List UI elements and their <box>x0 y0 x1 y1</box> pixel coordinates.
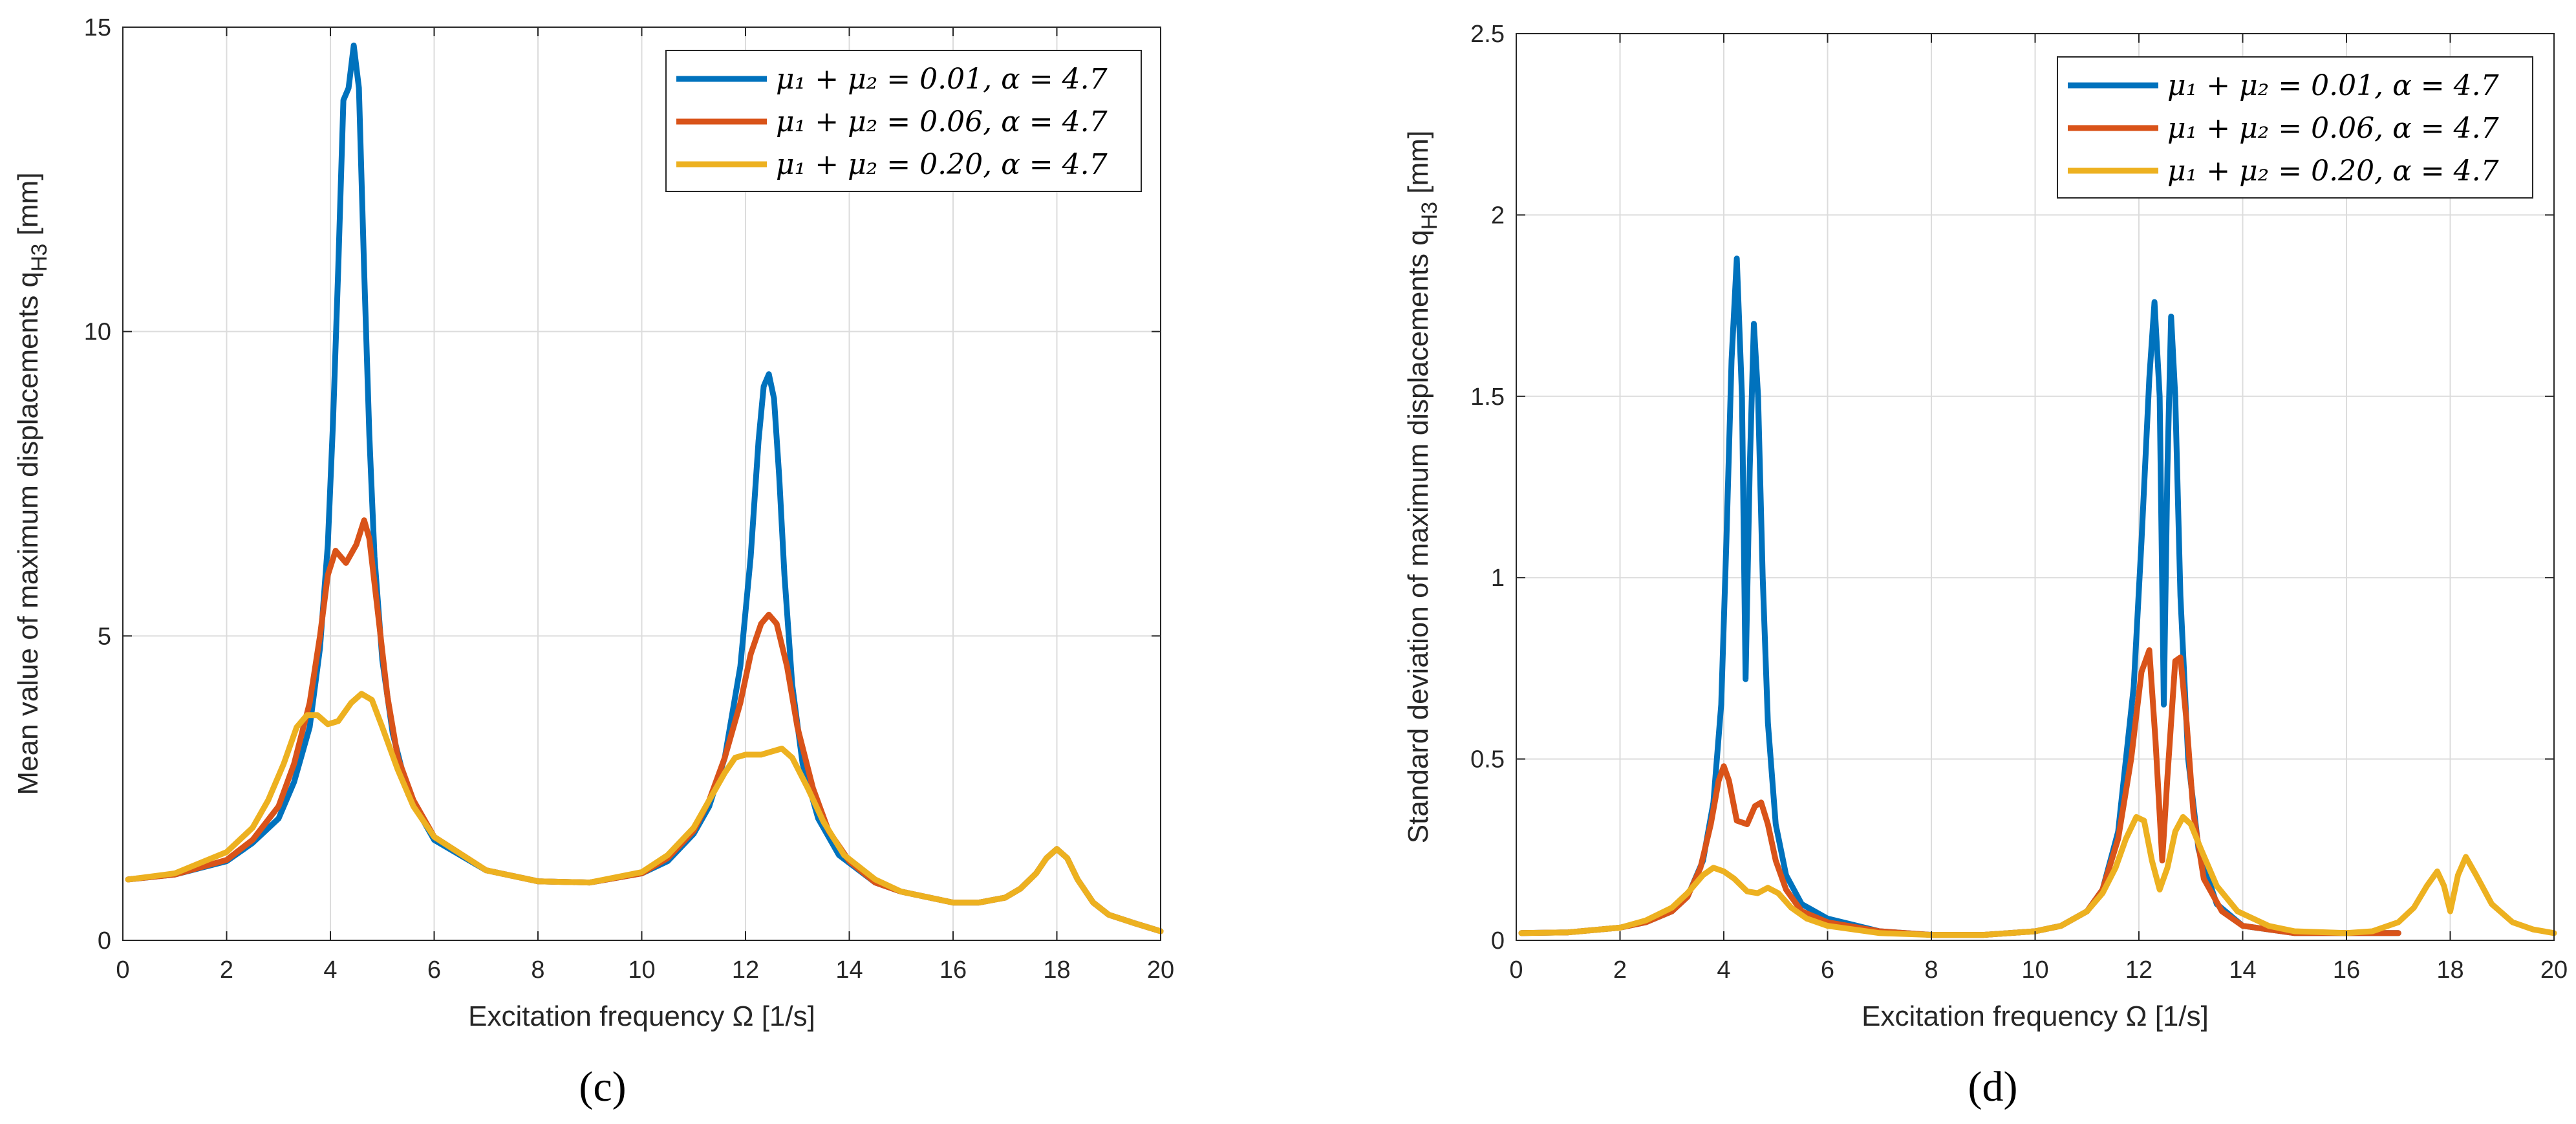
y-axis-label-subscript: H3 <box>1417 202 1442 230</box>
y-tick-label: 2 <box>1491 202 1505 229</box>
x-tick-label: 0 <box>116 956 129 984</box>
x-tick-label: 12 <box>732 956 759 984</box>
panel-label: (d) <box>1968 1063 2018 1110</box>
x-tick-label: 0 <box>1509 956 1523 984</box>
x-tick-label: 4 <box>1717 956 1730 984</box>
y-tick-label: 0 <box>98 927 111 955</box>
x-tick-label: 6 <box>1821 956 1834 984</box>
legend-label-1: μ₁ + μ₂ = 0.01, α = 4.7 <box>776 63 1108 96</box>
x-axis-label: Excitation frequency Ω [1/s] <box>468 1000 815 1032</box>
y-tick-label: 1.5 <box>1470 384 1505 411</box>
legend-label-2: μ₁ + μ₂ = 0.06, α = 4.7 <box>776 105 1108 138</box>
x-tick-label: 6 <box>427 956 441 984</box>
x-tick-label: 20 <box>2540 956 2568 984</box>
x-tick-label: 8 <box>531 956 544 984</box>
x-tick-label: 14 <box>2229 956 2256 984</box>
chart-mean-value: 0 2 4 6 8 10 12 14 16 18 20 0 5 10 15 Excitation freque… <box>12 14 1174 1110</box>
panel-label: (c) <box>579 1063 626 1110</box>
y-axis-label-unit: [mm] <box>1402 131 1434 202</box>
x-tick-label: 10 <box>628 956 655 984</box>
x-tick-label: 16 <box>939 956 967 984</box>
x-tick-label: 14 <box>835 956 863 984</box>
x-tick-label: 18 <box>2436 956 2463 984</box>
legend: μ₁ + μ₂ = 0.01, α = 4.7 μ₁ + μ₂ = 0.06, α… <box>665 50 1142 192</box>
series-line-3 <box>1518 814 2557 938</box>
x-tick-label: 2 <box>220 956 233 984</box>
series-line-2 <box>1518 647 2401 938</box>
y-axis-label: Mean value of maximum displacements qH3 … <box>12 173 52 795</box>
y-tick-label: 1 <box>1491 565 1505 592</box>
y-axis-label: Standard deviation of maximum displaceme… <box>1402 131 1442 843</box>
legend-label-3: μ₁ + μ₂ = 0.20, α = 4.7 <box>2167 155 2499 188</box>
x-tick-label: 18 <box>1043 956 1070 984</box>
series-line-3 <box>125 691 1164 935</box>
legend-label-2: μ₁ + μ₂ = 0.06, α = 4.7 <box>2167 112 2499 145</box>
y-axis-label-main: Standard deviation of maximum displaceme… <box>1402 230 1434 843</box>
x-tick-label: 4 <box>323 956 337 984</box>
x-tick-label: 12 <box>2125 956 2152 984</box>
x-axis-label: Excitation frequency Ω [1/s] <box>1862 1000 2209 1032</box>
y-tick-label: 5 <box>98 623 111 650</box>
y-tick-label: 0 <box>1491 927 1505 955</box>
y-tick-label: 2.5 <box>1470 21 1505 48</box>
x-tick-label: 20 <box>1147 956 1174 984</box>
y-tick-label: 10 <box>84 319 111 346</box>
y-axis-label-main: Mean value of maximum displacements q <box>12 272 44 795</box>
y-tick-label: 15 <box>84 14 111 41</box>
x-tick-label: 8 <box>1924 956 1938 984</box>
y-axis-label-subscript: H3 <box>27 244 52 272</box>
legend-label-3: μ₁ + μ₂ = 0.20, α = 4.7 <box>776 148 1108 181</box>
legend-label-1: μ₁ + μ₂ = 0.01, α = 4.7 <box>2167 69 2499 102</box>
legend: μ₁ + μ₂ = 0.01, α = 4.7 μ₁ + μ₂ = 0.06, α… <box>2057 56 2533 199</box>
y-axis-label-unit: [mm] <box>12 173 44 244</box>
y-tick-label: 0.5 <box>1470 746 1505 773</box>
x-tick-label: 2 <box>1613 956 1627 984</box>
x-tick-label: 16 <box>2333 956 2360 984</box>
chart-standard-deviation: 0 2 4 6 8 10 12 14 16 18 20 0 0.5 1 1.5 2 2.5 Excitation … <box>1402 21 2568 1110</box>
series-line-1 <box>1518 255 2401 938</box>
x-tick-label: 10 <box>2021 956 2048 984</box>
